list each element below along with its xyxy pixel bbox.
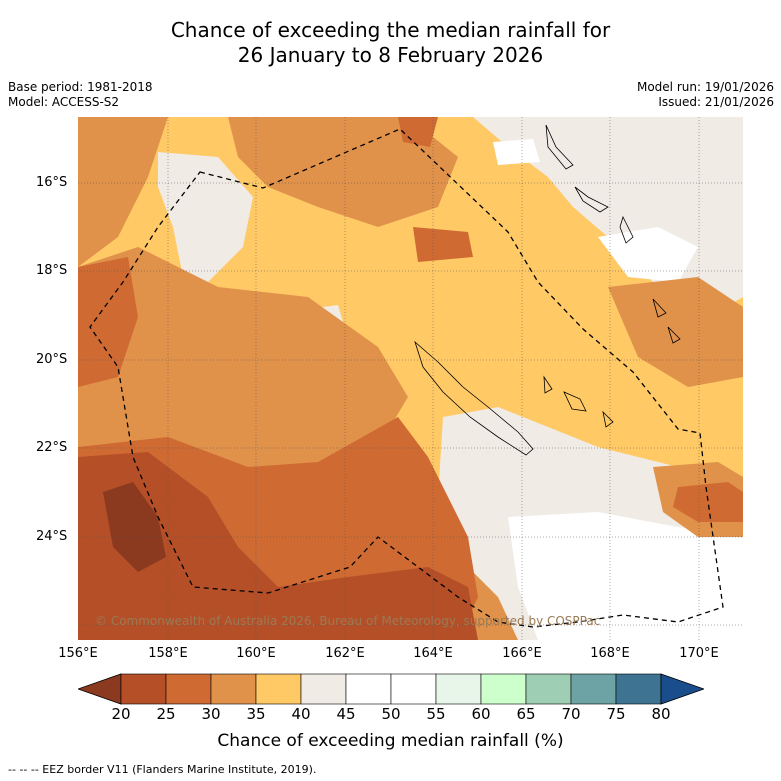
colorbar-tick-label: 80	[651, 705, 671, 723]
loyalty-islands-outline	[543, 375, 614, 428]
colorbar-swatch	[165, 673, 212, 705]
colorbar-swatch	[300, 673, 347, 705]
colorbar-tick-label: 20	[111, 705, 131, 723]
colorbar-swatch	[255, 673, 302, 705]
colorbar-extend-high	[660, 673, 704, 705]
rainfall-map	[78, 117, 743, 640]
colorbar-tick-label: 60	[471, 705, 491, 723]
white-zone-center-left	[493, 139, 540, 165]
colorbar-swatch	[120, 673, 167, 705]
colorbar-swatch	[615, 673, 662, 705]
colorbar-label: Chance of exceeding median rainfall (%)	[217, 731, 564, 751]
lon-label-166e: 166°E	[502, 646, 542, 661]
lat-label-18s: 18°S	[36, 263, 68, 278]
lat-label-20s: 20°S	[36, 352, 68, 367]
copyright-notice: © Commonwealth of Australia 2026, Bureau…	[95, 614, 601, 628]
dark-zone-northwest	[78, 257, 138, 387]
meta-right: Model run: 19/01/2026 Issued: 21/01/2026	[637, 80, 774, 110]
white-zone-east-pocket	[598, 227, 698, 282]
neutral-zone-northwest	[158, 152, 253, 282]
lon-label-170e: 170°E	[679, 646, 719, 661]
eez-footer-note: -- -- -- EEZ border V11 (Flanders Marine…	[8, 763, 317, 776]
colorbar-tick-label: 70	[561, 705, 581, 723]
colorbar-swatch	[570, 673, 617, 705]
lat-label-16s: 16°S	[36, 175, 68, 190]
issued-date: Issued: 21/01/2026	[658, 95, 774, 109]
model-name: Model: ACCESS-S2	[8, 95, 120, 109]
new-caledonia-outline	[414, 340, 534, 456]
meta-left: Base period: 1981-2018 Model: ACCESS-S2	[8, 80, 153, 110]
white-zone-south	[508, 512, 743, 640]
lon-label-168e: 168°E	[590, 646, 630, 661]
colorbar-swatch	[345, 673, 392, 705]
darkest-zone-southwest	[103, 482, 166, 572]
colorbar-tick-label: 65	[516, 705, 536, 723]
colorbar-swatch	[525, 673, 572, 705]
colorbar-tick-label: 50	[381, 705, 401, 723]
colorbar-tick-label: 45	[336, 705, 356, 723]
model-run: Model run: 19/01/2026	[636, 80, 774, 94]
colorbar	[78, 673, 704, 705]
orange-zone-north	[228, 117, 458, 227]
dark-zone-north-center	[413, 227, 473, 262]
rust-zone-southwest	[78, 452, 478, 640]
lon-label-158e: 158°E	[148, 646, 188, 661]
colorbar-tick-label: 35	[246, 705, 266, 723]
map-canvas	[78, 117, 743, 640]
colorbar-swatch	[210, 673, 257, 705]
base-period: Base period: 1981-2018	[8, 80, 153, 94]
lat-label-22s: 22°S	[36, 440, 68, 455]
colorbar-swatch	[480, 673, 527, 705]
colorbar-swatch	[435, 673, 482, 705]
colorbar-extend-low	[78, 673, 122, 705]
lat-label-24s: 24°S	[36, 529, 68, 544]
orange-zone-east	[608, 277, 743, 387]
chart-title: Chance of exceeding the median rainfall …	[0, 18, 781, 68]
colorbar-tick-label: 55	[426, 705, 446, 723]
colorbar-tick-label: 40	[291, 705, 311, 723]
lon-label-162e: 162°E	[325, 646, 365, 661]
dark-zone-east-blob	[673, 482, 743, 522]
colorbar-tick-label: 30	[201, 705, 221, 723]
colorbar-swatch	[390, 673, 437, 705]
orange-zone-west	[78, 117, 168, 267]
lon-label-160e: 160°E	[236, 646, 276, 661]
vanuatu-islands-outline	[545, 124, 681, 344]
title-line-2: 26 January to 8 February 2026	[237, 43, 544, 67]
title-line-1: Chance of exceeding the median rainfall …	[170, 18, 611, 42]
lon-label-156e: 156°E	[58, 646, 98, 661]
eez-border	[89, 128, 724, 628]
colorbar-tick-label: 75	[606, 705, 626, 723]
colorbar-tick-label: 25	[156, 705, 176, 723]
lon-label-164e: 164°E	[413, 646, 453, 661]
dark-zone-north-strip	[398, 117, 438, 147]
graticule	[78, 117, 743, 640]
